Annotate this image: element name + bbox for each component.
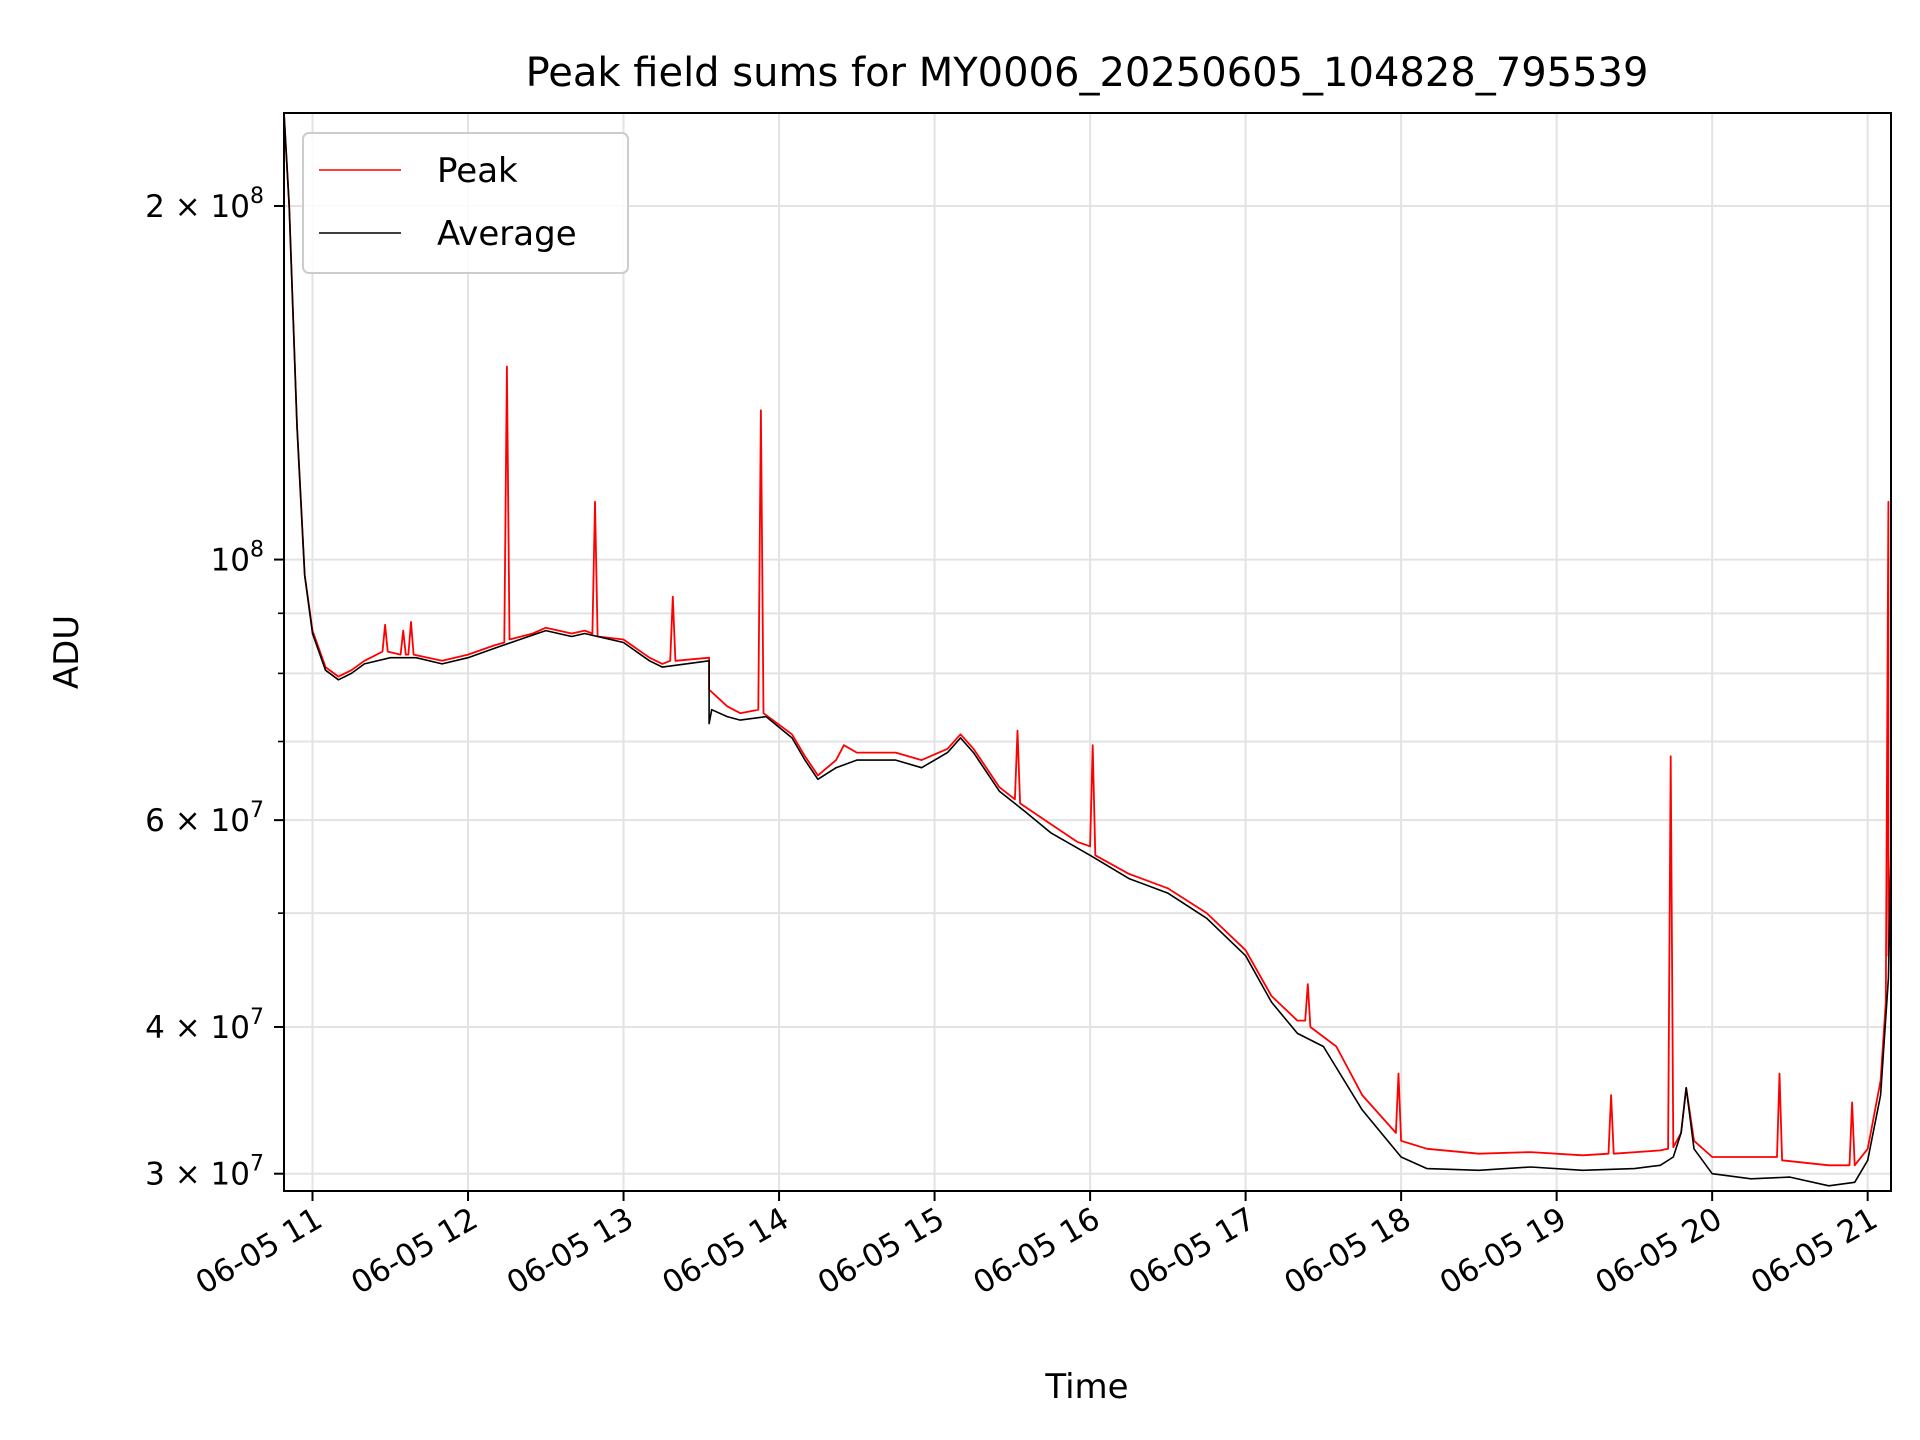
plot-frame <box>283 112 1892 1192</box>
y-tick-label: 4 × 107 <box>145 1005 264 1046</box>
legend-label-peak: Peak <box>437 151 518 191</box>
series-layer <box>284 113 1891 1187</box>
y-tick-label: 3 × 107 <box>145 1152 264 1193</box>
x-axis-label: Time <box>1044 1367 1128 1407</box>
legend-label-average: Average <box>437 214 577 254</box>
chart-title: Peak field sums for MY0006_20250605_1048… <box>526 50 1649 96</box>
legend-box <box>302 132 629 274</box>
y-tick-label: 2 × 108 <box>145 184 264 225</box>
y-tick-label: 6 × 107 <box>145 798 264 839</box>
y-axis-label: ADU <box>47 615 87 689</box>
y-axis: 3 × 107 4 × 107 6 × 107 108 2 × 108 <box>145 184 284 1193</box>
legend: Peak Average <box>302 132 629 274</box>
series-line-average <box>284 113 1891 1187</box>
grid <box>284 113 1891 1191</box>
y-tick-label: 108 <box>211 538 264 579</box>
